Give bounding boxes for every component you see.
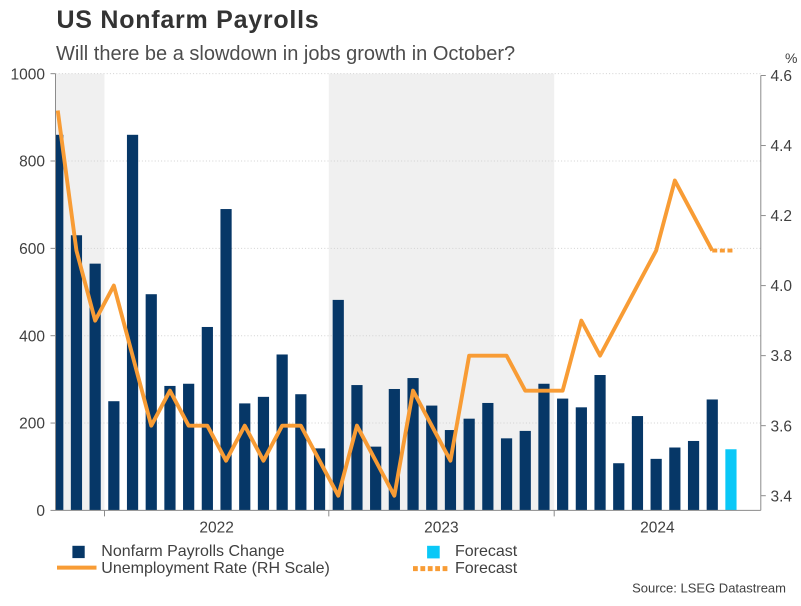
svg-text:400: 400 xyxy=(19,328,45,345)
svg-text:Unemployment Rate (RH Scale): Unemployment Rate (RH Scale) xyxy=(101,560,330,577)
svg-text:US Nonfarm Payrolls: US Nonfarm Payrolls xyxy=(57,6,320,34)
svg-text:2024: 2024 xyxy=(640,520,675,537)
svg-text:3.4: 3.4 xyxy=(771,488,793,505)
svg-text:2022: 2022 xyxy=(199,520,233,537)
svg-text:600: 600 xyxy=(19,241,45,258)
svg-text:%: % xyxy=(785,50,797,66)
svg-text:Forecast: Forecast xyxy=(455,543,518,560)
svg-text:0: 0 xyxy=(36,503,45,520)
svg-text:4.4: 4.4 xyxy=(771,138,793,155)
svg-text:200: 200 xyxy=(19,416,45,433)
svg-text:4.0: 4.0 xyxy=(771,278,793,295)
svg-text:Forecast: Forecast xyxy=(455,560,518,577)
svg-text:Source: LSEG Datastream: Source: LSEG Datastream xyxy=(632,581,786,596)
svg-text:800: 800 xyxy=(19,154,45,171)
svg-text:Will there be a slowdown in jo: Will there be a slowdown in jobs growth … xyxy=(56,43,515,65)
svg-text:1000: 1000 xyxy=(11,66,46,83)
svg-text:4.2: 4.2 xyxy=(771,208,793,225)
svg-text:Nonfarm Payrolls Change: Nonfarm Payrolls Change xyxy=(101,543,284,560)
svg-text:3.8: 3.8 xyxy=(771,348,793,365)
svg-text:3.6: 3.6 xyxy=(771,418,793,435)
svg-text:2023: 2023 xyxy=(424,520,458,537)
svg-text:4.6: 4.6 xyxy=(771,68,793,85)
